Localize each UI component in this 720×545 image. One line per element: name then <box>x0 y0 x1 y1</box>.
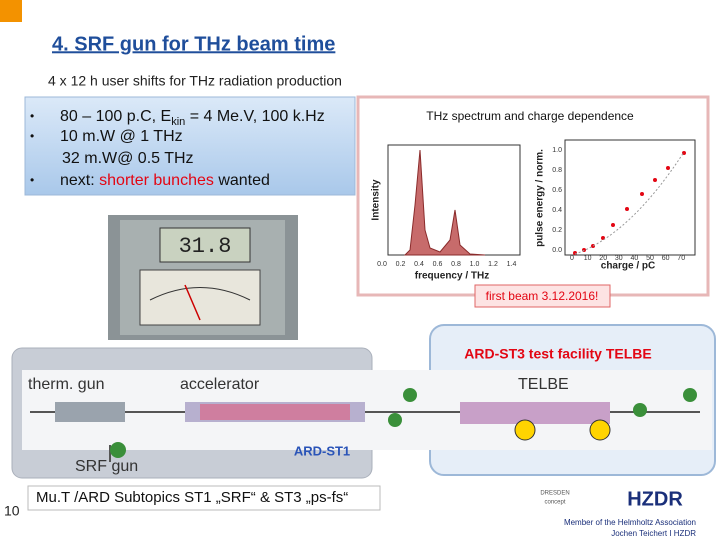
tick-label: 0.8 <box>451 261 461 268</box>
corner-mark <box>0 0 22 22</box>
tick-label: 0.2 <box>552 227 562 234</box>
bullet-dot: • <box>30 109 34 123</box>
diagram-label: ARD-ST1 <box>294 443 350 458</box>
panel-title: THz spectrum and charge dependence <box>426 109 634 123</box>
caption-box <box>474 284 611 308</box>
diagram-label: accelerator <box>180 376 260 393</box>
text: next: <box>60 172 99 189</box>
tick-label: 50 <box>646 255 654 262</box>
diagram-label: SRF gun <box>75 458 138 475</box>
bullet: next: shorter bunches wanted <box>60 172 270 189</box>
diagram-label: therm. gun <box>28 376 104 393</box>
tick-label: 30 <box>615 255 623 262</box>
axis-label: Intensity <box>371 179 382 221</box>
axis-label: frequency / THz <box>415 271 489 282</box>
tagline: Member of the Helmholtz Association <box>564 518 696 527</box>
tick-label: 0.6 <box>433 261 443 268</box>
tick-label: 0.2 <box>396 261 406 268</box>
author: Jochen Teichert I HZDR <box>611 529 696 538</box>
page-number: 10 <box>4 503 20 519</box>
tick-label: 1.4 <box>507 261 517 268</box>
logo: HZDR <box>627 488 683 510</box>
tick-label: 0.0 <box>552 247 562 254</box>
bullet: 80 – 100 p.C, Ekin = 4 Me.V, 100 k.Hz <box>60 108 325 128</box>
tick-label: 40 <box>631 255 639 262</box>
tick-label: 1.2 <box>488 261 498 268</box>
facility-title: ARD-ST3 test facility TELBE <box>464 346 651 362</box>
footer-box <box>27 485 381 511</box>
footer-text: Mu.T /ARD Subtopics ST1 „SRF“ & ST3 „ps-… <box>36 489 348 506</box>
tick-label: 70 <box>677 255 685 262</box>
tick-label: 1.0 <box>552 147 562 154</box>
logo-text: DRESDEN <box>540 491 569 497</box>
meter-photo: 31.8 <box>108 215 298 340</box>
tick-label: 1.0 <box>470 261 480 268</box>
tick-label: 0 <box>570 255 574 262</box>
svg-text:31.8: 31.8 <box>179 234 232 259</box>
bullet-dot: • <box>30 129 34 143</box>
bullet-dot: • <box>30 173 34 187</box>
spectrum-panel <box>356 95 710 297</box>
logo-text: concept <box>544 500 565 506</box>
spectrum-curve <box>403 149 486 256</box>
tick-label: 0.4 <box>552 207 562 214</box>
tick-label: 0.4 <box>414 261 424 268</box>
subscript: kin <box>171 116 185 128</box>
fit-curve <box>574 151 685 255</box>
plot-frame <box>564 139 696 256</box>
tick-label: 0.6 <box>552 187 562 194</box>
tick-label: 0.8 <box>552 167 562 174</box>
tick-label: 60 <box>662 255 670 262</box>
diagram-label: TELBE <box>518 376 569 393</box>
tick-label: 20 <box>599 255 607 262</box>
text: wanted <box>214 172 270 189</box>
tick-label: 10 <box>584 255 592 262</box>
slide-title: 4. SRF gun for THz beam time <box>52 33 335 55</box>
beamline-drawing <box>22 370 712 462</box>
tick-label: 0.0 <box>377 261 387 268</box>
bullet-continuation: 32 m.W@ 0.5 THz <box>62 150 194 167</box>
axis-label: charge / pC <box>601 261 655 272</box>
caption: first beam 3.12.2016! <box>486 289 599 303</box>
bullet-box <box>24 96 356 196</box>
axis-label: pulse energy / norm. <box>535 149 546 247</box>
subtitle: 4 x 12 h user shifts for THz radiation p… <box>48 73 342 89</box>
text: = 4 Me.V, 100 k.Hz <box>185 108 324 125</box>
highlight: shorter bunches <box>99 172 214 189</box>
text: 80 – 100 p.C, E <box>60 108 171 125</box>
bullet: 10 m.W @ 1 THz <box>60 128 183 145</box>
